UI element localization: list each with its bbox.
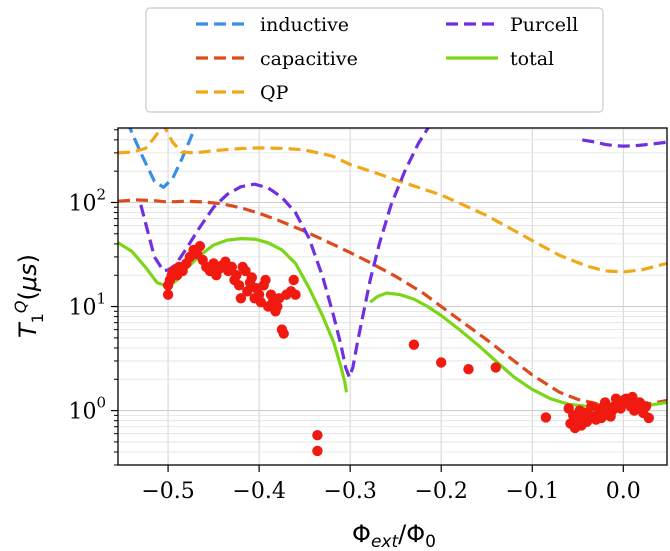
- y-tick-label-2: 102: [68, 185, 106, 216]
- data-point-83: [615, 403, 626, 414]
- data-point-49: [290, 289, 301, 300]
- data-point-68: [586, 401, 597, 412]
- data-point-0: [162, 289, 174, 300]
- data-point-94: [640, 401, 652, 412]
- data-point-31: [246, 272, 257, 283]
- x-tick-label-1: −0.4: [232, 479, 285, 504]
- legend-label-4: total: [510, 48, 554, 70]
- y-tick-label-0: 100: [68, 394, 106, 425]
- data-point-22: [226, 261, 237, 273]
- x-tick-label-4: −0.1: [506, 479, 559, 504]
- series-Purcell: [139, 128, 430, 379]
- x-tick-label-5: 0.0: [606, 479, 641, 504]
- y-axis-label: T1Q(μs): [11, 254, 47, 338]
- data-point-50: [312, 430, 323, 441]
- data-point-52: [408, 339, 420, 350]
- scatter-points: [162, 241, 654, 457]
- series-Purcell-continued: [582, 138, 667, 148]
- data-point-26: [235, 293, 247, 304]
- data-point-12: [194, 241, 206, 252]
- data-point-24: [231, 270, 242, 281]
- series-total: [118, 237, 349, 393]
- data-point-56: [540, 412, 552, 423]
- x-axis-label: Φext/Φ0: [352, 520, 436, 551]
- y-tick-label-1: 101: [68, 290, 106, 321]
- data-point-95: [643, 412, 654, 424]
- legend-label-3: Purcell: [510, 14, 578, 36]
- series-QP: [118, 128, 667, 274]
- plot-area: [117, 127, 668, 466]
- data-point-48: [288, 274, 299, 286]
- x-tick-label-2: −0.3: [323, 479, 376, 504]
- legend-entries: inductive capacitive QP Purcell total: [196, 14, 578, 104]
- data-point-42: [272, 301, 283, 312]
- data-point-25: [233, 280, 245, 291]
- series-inductive: [128, 128, 197, 189]
- legend: inductive capacitive QP Purcell total: [145, 7, 604, 113]
- y-axis: 100 101 102: [68, 129, 118, 466]
- legend-label-2: QP: [260, 82, 289, 104]
- legend-frame: [145, 7, 604, 113]
- data-point-54: [463, 364, 474, 375]
- legend-label-0: inductive: [260, 14, 349, 36]
- data-point-45: [278, 328, 289, 339]
- data-point-28: [240, 265, 251, 277]
- data-point-51: [312, 445, 323, 457]
- data-point-55: [490, 362, 501, 373]
- x-tick-label-0: −0.5: [141, 479, 194, 504]
- plot-frame: [117, 127, 668, 466]
- x-tick-label-3: −0.2: [414, 479, 467, 504]
- legend-label-1: capacitive: [260, 48, 358, 70]
- data-point-37: [260, 274, 271, 286]
- data-point-53: [436, 357, 447, 368]
- data-point-29: [242, 286, 253, 297]
- x-axis: −0.5 −0.4 −0.3 −0.2 −0.1 0.0: [141, 465, 641, 504]
